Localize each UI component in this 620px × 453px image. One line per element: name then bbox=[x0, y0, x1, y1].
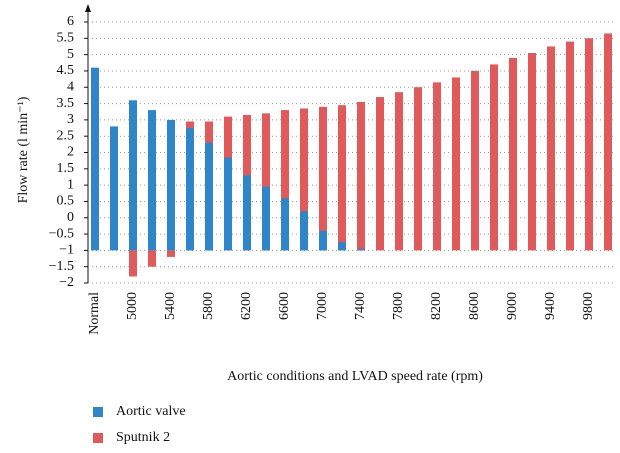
bar bbox=[91, 67, 99, 251]
bar bbox=[148, 110, 156, 251]
x-tick-label: 5800 bbox=[201, 292, 216, 320]
bar bbox=[604, 33, 612, 251]
bar bbox=[110, 126, 118, 251]
bar bbox=[471, 70, 479, 251]
bar bbox=[319, 230, 327, 251]
bar bbox=[490, 64, 498, 251]
y-tick-label: −1 bbox=[59, 243, 74, 258]
bar bbox=[528, 52, 536, 251]
bar bbox=[338, 105, 346, 251]
bar bbox=[167, 250, 175, 257]
x-tick-label: 7000 bbox=[315, 292, 330, 320]
bar bbox=[281, 110, 289, 251]
x-tick-label: Normal bbox=[87, 292, 102, 335]
bar bbox=[433, 82, 441, 251]
bar bbox=[585, 38, 593, 251]
y-tick-label: 5 bbox=[67, 47, 74, 62]
x-tick-label: 6600 bbox=[277, 292, 292, 320]
bar bbox=[376, 97, 384, 251]
y-tick-label: 4.5 bbox=[57, 63, 75, 78]
y-tick-label: 5.5 bbox=[57, 31, 75, 46]
bar bbox=[243, 175, 251, 251]
y-tick-label: 0 bbox=[67, 210, 74, 225]
y-tick-label: −2 bbox=[59, 275, 74, 290]
bar bbox=[129, 100, 137, 251]
x-tick-label: 9400 bbox=[543, 292, 558, 320]
y-tick-label: 4 bbox=[67, 79, 74, 94]
x-tick-label: 6200 bbox=[239, 292, 254, 320]
bar bbox=[319, 106, 327, 251]
legend-label: Aortic valve bbox=[116, 404, 186, 419]
bar bbox=[167, 119, 175, 251]
bar bbox=[357, 248, 365, 251]
legend-label: Sputnik 2 bbox=[116, 430, 170, 445]
x-tick-label: 8600 bbox=[467, 292, 482, 320]
x-tick-label: 5400 bbox=[163, 292, 178, 320]
y-tick-label: 1.5 bbox=[57, 161, 75, 176]
bar bbox=[395, 92, 403, 251]
bar bbox=[262, 186, 270, 251]
bar bbox=[338, 242, 346, 251]
bar bbox=[262, 113, 270, 251]
y-tick-label: 3 bbox=[67, 112, 74, 127]
x-tick-label: 7800 bbox=[391, 292, 406, 320]
bar bbox=[186, 128, 194, 251]
bar bbox=[205, 142, 213, 251]
x-tick-label: 7400 bbox=[353, 292, 368, 320]
y-tick-label: 2 bbox=[67, 145, 74, 160]
bar bbox=[281, 198, 289, 251]
y-tick-label: 0.5 bbox=[57, 194, 75, 209]
x-tick-label: 9000 bbox=[505, 292, 520, 320]
x-tick-label: 9800 bbox=[581, 292, 596, 320]
y-tick-label: 6 bbox=[67, 14, 74, 29]
x-tick-label: 5000 bbox=[125, 292, 140, 320]
bar bbox=[300, 108, 308, 251]
x-tick-label: 8200 bbox=[429, 292, 444, 320]
bar bbox=[566, 41, 574, 251]
bar bbox=[452, 77, 460, 251]
y-axis-title: Flow rate (l min⁻¹) bbox=[16, 96, 31, 203]
bar bbox=[509, 57, 517, 251]
y-tick-label: −0.5 bbox=[49, 226, 74, 241]
bar bbox=[357, 101, 365, 251]
legend-swatch bbox=[93, 433, 103, 443]
y-axis-arrow bbox=[85, 4, 91, 12]
bar bbox=[224, 157, 232, 251]
y-tick-label: 2.5 bbox=[57, 128, 75, 143]
bar bbox=[547, 46, 555, 251]
bar bbox=[414, 87, 422, 251]
y-tick-label: −1.5 bbox=[49, 259, 74, 274]
bar bbox=[129, 250, 137, 277]
bar bbox=[300, 211, 308, 251]
y-tick-label: 1 bbox=[67, 177, 74, 192]
legend-swatch bbox=[93, 407, 103, 417]
y-tick-label: 3.5 bbox=[57, 96, 75, 111]
x-axis-title: Aortic conditions and LVAD speed rate (r… bbox=[227, 369, 483, 384]
bar bbox=[148, 250, 156, 267]
